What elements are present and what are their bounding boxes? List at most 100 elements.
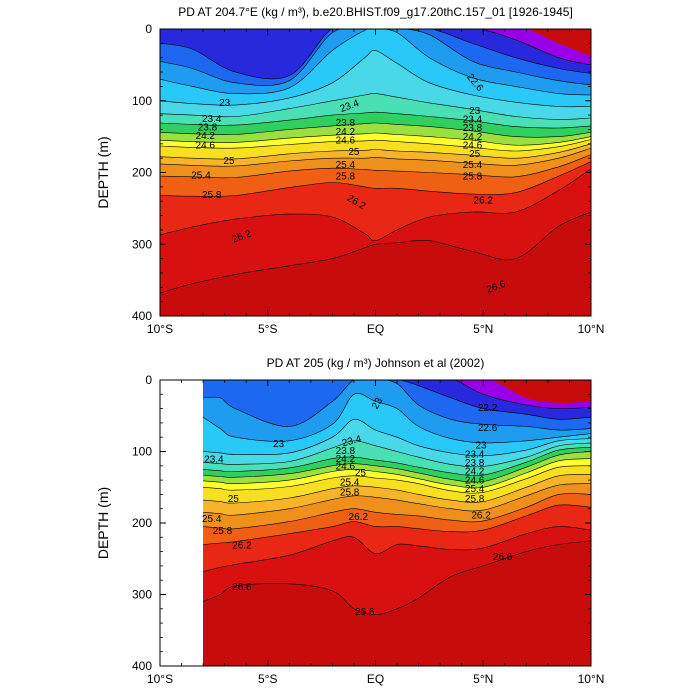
y-axis-label: DEPTH (m)	[95, 136, 111, 208]
contour-label: 25.4	[191, 171, 211, 182]
contour-line	[160, 211, 591, 294]
contour-label: 22.6	[478, 423, 498, 434]
contour-line	[203, 483, 591, 516]
y-tick-label: 400	[132, 309, 152, 323]
contour-line	[160, 139, 591, 152]
contour-label: 24.2	[465, 467, 485, 478]
contour-label: 25.8	[340, 487, 360, 498]
y-tick-label: 200	[132, 516, 152, 530]
contour-label: 23.4	[463, 115, 483, 126]
chart-title: PD AT 205 (kg / m³) Johnson et al (2002)	[267, 356, 485, 370]
contour-label: 23	[476, 440, 488, 451]
contour-line	[203, 458, 591, 489]
contour-label: 22.2	[478, 403, 498, 414]
y-tick-label: 0	[145, 22, 152, 36]
y-tick-label: 300	[132, 588, 152, 602]
contour-label: 24.6	[196, 140, 216, 151]
contour-label: 25.8	[336, 171, 356, 182]
contour-label: 25.8	[213, 526, 233, 537]
contour-label: 26.6	[232, 582, 252, 593]
contour-label: 23	[219, 98, 231, 109]
x-tick-label: 10°S	[147, 322, 173, 336]
contour-line	[160, 168, 591, 242]
contour-label: 25	[228, 494, 240, 505]
contour-label: 25	[355, 468, 367, 479]
contour-line	[160, 161, 591, 197]
contour-label: 26.6	[355, 607, 375, 618]
axis-ticks	[159, 28, 592, 317]
contour-label: 25.4	[340, 477, 360, 488]
contour-line	[160, 29, 591, 96]
contour-label: 23.8	[465, 458, 485, 469]
y-tick-label: 400	[132, 659, 152, 673]
contour-line	[160, 122, 591, 138]
contour-line	[202, 540, 591, 615]
contour-line	[203, 451, 591, 483]
contour-label: 24.6	[463, 140, 483, 151]
contour-label: 23.4	[202, 114, 222, 125]
contour-line	[160, 29, 591, 80]
contour-line	[203, 493, 591, 530]
y-tick-label: 0	[145, 373, 152, 387]
contour-line	[160, 111, 591, 129]
y-tick-label: 200	[132, 166, 152, 180]
contour-line	[160, 132, 591, 146]
contour-label: 25.8	[463, 171, 483, 182]
contour-label: 23	[469, 106, 481, 117]
contour-label: 23.8	[336, 118, 356, 129]
x-tick-label: 5°S	[258, 672, 277, 686]
x-tick-label: 10°N	[578, 322, 605, 336]
contour-line	[203, 446, 591, 477]
x-tick-label: 5°S	[258, 322, 277, 336]
x-tick-label: EQ	[367, 322, 384, 336]
contour-label: 23.4	[465, 450, 485, 461]
contour-label: 24.2	[463, 132, 483, 143]
axis-ticks	[159, 379, 592, 667]
x-tick-label: EQ	[367, 672, 384, 686]
contour-label: 24.6	[336, 135, 356, 146]
contour-label: 24.6	[465, 475, 485, 486]
contour-label: 26.6	[493, 552, 513, 563]
x-tick-label: 10°N	[578, 672, 605, 686]
y-axis-label: DEPTH (m)	[95, 487, 111, 559]
x-tick-label: 5°N	[473, 322, 493, 336]
contour-label: 25.4	[202, 514, 222, 525]
contour-label: 25.4	[336, 160, 356, 171]
contour-label: 25	[223, 156, 235, 167]
contour-label: 26.2	[474, 196, 494, 207]
contour-label: 23.8	[198, 123, 218, 134]
contour-line	[203, 465, 591, 494]
contour-label: 24.2	[336, 454, 356, 465]
contour-label: 25.4	[465, 484, 485, 495]
density-band	[203, 540, 591, 666]
contour-label: 24.2	[336, 127, 356, 138]
contour-label: 25.8	[465, 494, 485, 505]
contour-label: 25.4	[463, 160, 483, 171]
contour-line	[203, 474, 591, 504]
contour-label: 26.2	[349, 512, 369, 523]
contour-label: 23.8	[336, 446, 356, 457]
contour-label: 25	[469, 149, 481, 160]
contour-label: 23.4	[341, 434, 363, 450]
contour-line	[399, 380, 591, 420]
y-tick-label: 100	[132, 94, 152, 108]
contour-line	[203, 504, 591, 545]
contour-line	[454, 380, 591, 409]
contour-line	[160, 154, 591, 179]
contour-label: 23.8	[463, 123, 483, 134]
y-tick-label: 300	[132, 237, 152, 251]
contour-line	[160, 29, 591, 86]
contour-label: 26.2	[232, 540, 252, 551]
density-band	[160, 212, 591, 316]
contour-label: 25.8	[202, 190, 222, 201]
contour-line	[160, 143, 591, 160]
contour-line	[202, 393, 591, 444]
y-tick-label: 100	[132, 445, 152, 459]
contour-line	[203, 526, 591, 572]
contour-line	[160, 147, 591, 167]
